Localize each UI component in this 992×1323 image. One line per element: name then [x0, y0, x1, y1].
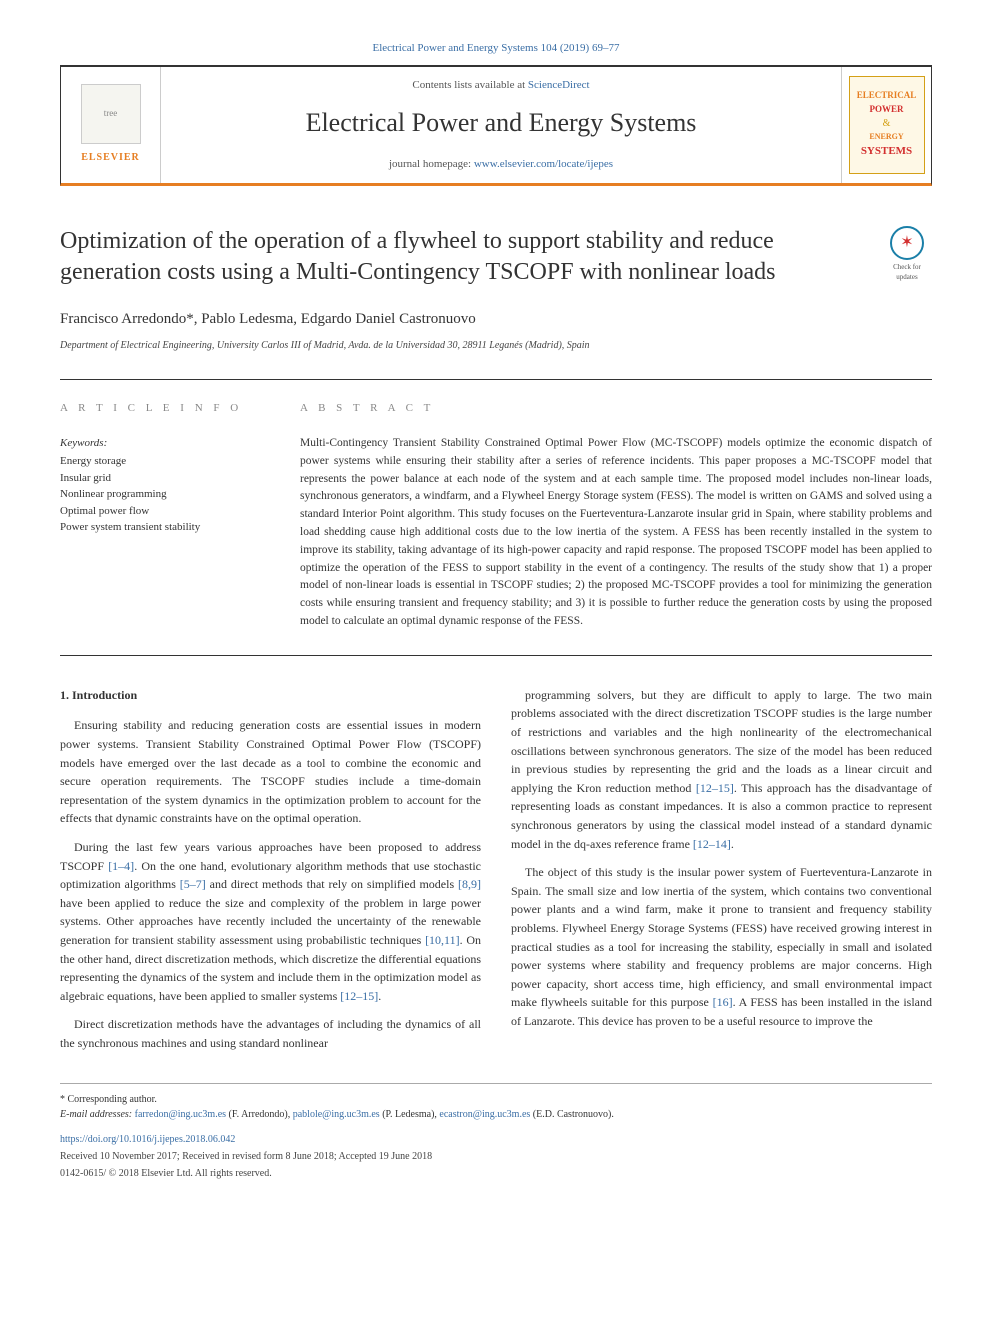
email-link[interactable]: ecastron@ing.uc3m.es — [439, 1109, 530, 1120]
email-addresses: E-mail addresses: farredon@ing.uc3m.es (… — [60, 1107, 932, 1122]
abstract-text: Multi-Contingency Transient Stability Co… — [300, 435, 932, 631]
citation-link[interactable]: [10,11] — [425, 933, 460, 947]
footnotes: * Corresponding author. E-mail addresses… — [60, 1083, 932, 1181]
keywords-label: Keywords: — [60, 435, 260, 452]
info-abstract-block: A R T I C L E I N F O Keywords: Energy s… — [60, 379, 932, 655]
article-info-heading: A R T I C L E I N F O — [60, 400, 260, 417]
citation-link[interactable]: [1–4] — [108, 859, 134, 873]
journal-reference: Electrical Power and Energy Systems 104 … — [60, 40, 932, 57]
body-paragraph: programming solvers, but they are diffic… — [511, 686, 932, 853]
article-info: A R T I C L E I N F O Keywords: Energy s… — [60, 400, 260, 630]
corresponding-author-note: * Corresponding author. — [60, 1092, 932, 1107]
homepage-link[interactable]: www.elsevier.com/locate/ijepes — [474, 158, 613, 170]
email-link[interactable]: farredon@ing.uc3m.es — [135, 1109, 226, 1120]
citation-link[interactable]: [5–7] — [180, 877, 206, 891]
citation-link[interactable]: [12–15] — [340, 989, 378, 1003]
journal-reference-link[interactable]: Electrical Power and Energy Systems 104 … — [373, 42, 620, 54]
elsevier-label: ELSEVIER — [81, 150, 140, 165]
article-title: Optimization of the operation of a flywh… — [60, 226, 862, 288]
keyword: Optimal power flow — [60, 503, 260, 520]
keywords-list: Energy storage Insular grid Nonlinear pr… — [60, 453, 260, 536]
email-link[interactable]: pablole@ing.uc3m.es — [293, 1109, 380, 1120]
journal-header: tree ELSEVIER Contents lists available a… — [60, 65, 932, 186]
sciencedirect-line: Contents lists available at ScienceDirec… — [412, 77, 589, 94]
keyword: Power system transient stability — [60, 519, 260, 536]
sciencedirect-link[interactable]: ScienceDirect — [528, 79, 590, 91]
homepage-line: journal homepage: www.elsevier.com/locat… — [389, 156, 613, 173]
journal-title: Electrical Power and Energy Systems — [306, 103, 697, 142]
article-body: 1. Introduction Ensuring stability and r… — [60, 686, 932, 1053]
authors: Francisco Arredondo*, Pablo Ledesma, Edg… — [60, 308, 932, 331]
elsevier-logo[interactable]: tree ELSEVIER — [61, 67, 161, 183]
keyword: Energy storage — [60, 453, 260, 470]
body-paragraph: During the last few years various approa… — [60, 838, 481, 1005]
elsevier-tree-icon: tree — [81, 84, 141, 144]
header-center: Contents lists available at ScienceDirec… — [161, 67, 841, 183]
body-paragraph: Direct discretization methods have the a… — [60, 1015, 481, 1052]
copyright-line: 0142-0615/ © 2018 Elsevier Ltd. All righ… — [60, 1166, 932, 1181]
citation-link[interactable]: [12–15] — [696, 781, 734, 795]
check-updates-badge[interactable]: ✶ Check for updates — [882, 226, 932, 283]
citation-link[interactable]: [8,9] — [458, 877, 481, 891]
body-paragraph: Ensuring stability and reducing generati… — [60, 716, 481, 828]
doi-link[interactable]: https://doi.org/10.1016/j.ijepes.2018.06… — [60, 1134, 235, 1145]
keyword: Insular grid — [60, 470, 260, 487]
section-heading-intro: 1. Introduction — [60, 686, 481, 705]
abstract: A B S T R A C T Multi-Contingency Transi… — [300, 400, 932, 630]
cover-thumbnail: ELECTRICAL POWER & ENERGY SYSTEMS — [849, 76, 925, 174]
journal-cover[interactable]: ELECTRICAL POWER & ENERGY SYSTEMS — [841, 67, 931, 183]
citation-link[interactable]: [12–14] — [693, 837, 731, 851]
abstract-heading: A B S T R A C T — [300, 400, 932, 417]
received-dates: Received 10 November 2017; Received in r… — [60, 1149, 932, 1164]
check-updates-icon: ✶ — [890, 226, 924, 260]
citation-link[interactable]: [16] — [713, 995, 733, 1009]
author-affiliation: Department of Electrical Engineering, Un… — [60, 338, 932, 353]
keyword: Nonlinear programming — [60, 486, 260, 503]
body-paragraph: The object of this study is the insular … — [511, 863, 932, 1030]
